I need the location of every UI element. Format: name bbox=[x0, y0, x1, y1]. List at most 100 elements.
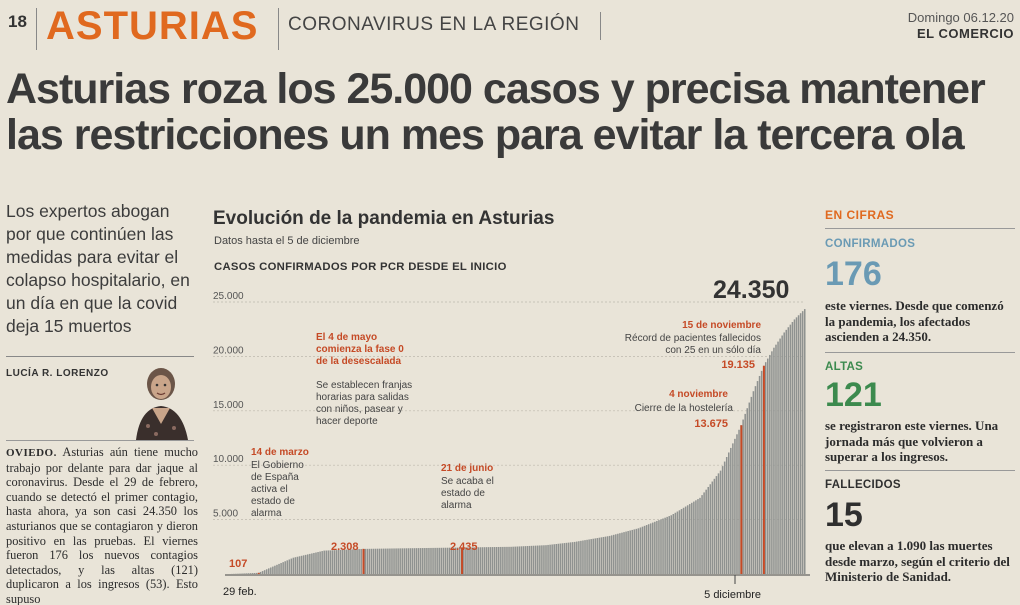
chart-bar bbox=[436, 547, 438, 574]
chart-bar bbox=[565, 542, 568, 574]
chart-bar bbox=[514, 546, 516, 574]
chart-bar bbox=[465, 547, 467, 574]
chart-bar bbox=[508, 546, 510, 574]
chart-bar bbox=[317, 552, 319, 574]
chart-bar bbox=[553, 544, 555, 574]
chart-bar bbox=[368, 548, 371, 574]
chart-bar bbox=[717, 473, 720, 574]
chart-bar bbox=[664, 517, 666, 574]
chart-bar bbox=[485, 547, 488, 574]
chart-bar bbox=[348, 549, 350, 574]
y-tick-label: 5.000 bbox=[213, 509, 238, 520]
chart-bar bbox=[376, 548, 379, 574]
chart-bar bbox=[247, 573, 249, 574]
chart-bar bbox=[551, 544, 553, 574]
chart-bar bbox=[773, 347, 775, 574]
dateline: OVIEDO. bbox=[6, 447, 57, 459]
chart-bar bbox=[532, 545, 535, 574]
annotation-text: Se acaba el bbox=[441, 476, 494, 487]
chart-bar bbox=[604, 536, 607, 574]
chart-bar bbox=[294, 557, 297, 574]
chart-bar bbox=[654, 521, 656, 574]
chart-bar bbox=[705, 489, 707, 574]
chart-bar bbox=[534, 545, 537, 574]
chart-bar bbox=[333, 550, 336, 574]
chart-bar bbox=[578, 541, 580, 574]
cifras-title: EN CIFRAS bbox=[825, 208, 895, 222]
chart-bar bbox=[493, 547, 496, 574]
chart-bar bbox=[475, 547, 477, 574]
chart-bar bbox=[321, 551, 323, 574]
chart-bar bbox=[672, 514, 675, 574]
chart-bar bbox=[424, 548, 426, 574]
chart-bar bbox=[758, 375, 761, 574]
y-tick-label: 15.000 bbox=[213, 400, 244, 411]
chart-bar bbox=[723, 461, 726, 574]
chart-bar bbox=[656, 520, 658, 574]
chart-bar bbox=[245, 573, 247, 574]
chart-bar bbox=[649, 523, 652, 574]
chart-bar bbox=[397, 548, 399, 574]
annotation-text: Cierre de la hostelería bbox=[635, 403, 734, 414]
cifras-divider bbox=[825, 228, 1015, 229]
chart-bar bbox=[520, 546, 523, 574]
chart-bar bbox=[719, 470, 722, 574]
annotation-text: estado de bbox=[441, 488, 485, 499]
annotation-text: hacer deporte bbox=[316, 416, 378, 427]
headline: Asturias roza los 25.000 casos y precisa… bbox=[6, 65, 986, 159]
annotation-value: 13.675 bbox=[694, 418, 728, 430]
chart-bar bbox=[265, 569, 268, 574]
x-tick-label: 5 diciembre bbox=[704, 589, 761, 601]
annotation-value: 107 bbox=[229, 558, 247, 570]
chart-bar bbox=[339, 549, 342, 574]
chart-bar bbox=[510, 546, 512, 574]
chart-bar bbox=[325, 550, 328, 574]
chart-bar bbox=[760, 370, 763, 574]
chart-bar bbox=[797, 315, 800, 574]
header-divider bbox=[36, 8, 37, 50]
annotation-value: 2.308 bbox=[331, 541, 359, 553]
chart-bar bbox=[711, 481, 714, 574]
y-tick-label: 25.000 bbox=[213, 291, 244, 302]
chart-bar bbox=[787, 327, 790, 574]
annotation-date: 14 de marzo bbox=[251, 447, 309, 458]
chart-bar bbox=[643, 525, 646, 574]
chart-bar bbox=[506, 546, 508, 574]
chart-bar bbox=[799, 313, 802, 574]
chart-bar bbox=[627, 531, 629, 574]
highlight-lines bbox=[257, 365, 765, 574]
annotation-date: 15 de noviembre bbox=[682, 320, 761, 331]
chart-bar bbox=[313, 552, 315, 574]
chart-bar bbox=[323, 550, 325, 574]
chart-bar bbox=[693, 501, 695, 574]
chart-bar bbox=[518, 546, 521, 574]
chart-bar bbox=[481, 547, 484, 574]
chart-bar bbox=[278, 563, 280, 574]
chart-bar bbox=[282, 562, 284, 574]
chart-bar bbox=[584, 540, 586, 574]
chart-bar bbox=[241, 573, 243, 574]
chart-bar bbox=[350, 549, 352, 574]
chart-bar bbox=[596, 538, 599, 574]
chart-bar bbox=[374, 548, 377, 574]
stat-label-confirmados: CONFIRMADOS bbox=[825, 238, 916, 250]
chart-bar bbox=[779, 338, 781, 574]
chart-bar bbox=[413, 548, 416, 574]
chart-bar bbox=[358, 549, 360, 574]
chart-bar bbox=[678, 510, 681, 574]
chart-bar bbox=[524, 546, 527, 574]
chart-bar bbox=[539, 545, 541, 574]
chart-bar bbox=[709, 484, 712, 574]
chart-bar bbox=[526, 546, 529, 574]
chart-bar bbox=[598, 537, 601, 574]
chart-bar bbox=[752, 391, 755, 574]
cifras-divider bbox=[825, 352, 1015, 353]
chart-bar bbox=[458, 547, 461, 574]
chart-bar bbox=[652, 522, 654, 574]
chart-bar bbox=[341, 549, 344, 574]
chart-bar bbox=[446, 547, 449, 574]
chart-bar bbox=[438, 547, 440, 574]
chart-bar bbox=[612, 534, 615, 574]
cases-chart: 5.000 10.000 15.000 20.000 25.000 29 feb. 5 d… bbox=[213, 280, 810, 601]
